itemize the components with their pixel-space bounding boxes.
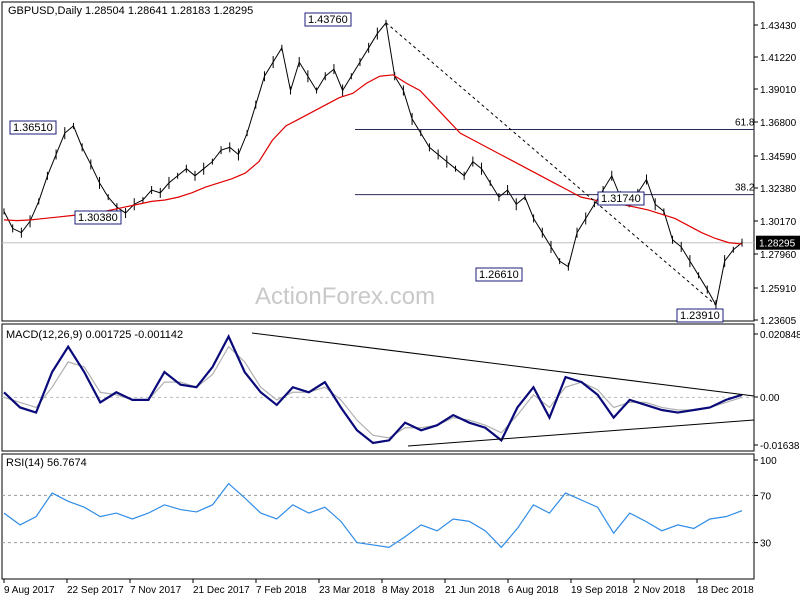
x-tick-label: 18 Dec 2018 — [697, 585, 754, 596]
annotation-label-3: 1.26610 — [479, 269, 519, 281]
macd-panel-title: MACD(12,26,9) 0.001725 -0.001142 — [6, 329, 183, 341]
annotation-box-0 — [304, 12, 352, 27]
x-tick-label: 9 Aug 2017 — [4, 585, 55, 596]
price-panel: GBPUSD,Daily 1.28504 1.28641 1.28183 1.2… — [1, 1, 800, 327]
x-tick-label: 21 Dec 2017 — [193, 585, 250, 596]
annotation-label-5: 1.23910 — [680, 310, 720, 322]
x-tick-label: 23 Mar 2018 — [319, 585, 376, 596]
macd-tick-label: -0.016389 — [760, 441, 800, 452]
rsi-tick-label: 100 — [760, 456, 777, 467]
rsi-panel-title: RSI(14) 56.7674 — [6, 457, 87, 469]
x-tick-label: 21 Jun 2018 — [445, 585, 500, 596]
macd-lower-trendline — [407, 419, 755, 447]
rsi-y-axis: 100 70 30 — [754, 456, 777, 550]
annotation-label-1: 1.36510 — [13, 122, 53, 134]
macd-series — [2, 332, 755, 447]
x-tick-label: 6 Aug 2018 — [508, 585, 559, 596]
macd-y-axis: 0.020848 0.00 -0.016389 — [754, 330, 800, 452]
price-tick-label: 1.23605 — [760, 316, 797, 327]
x-tick-label: 7 Feb 2018 — [256, 585, 307, 596]
x-tick-label: 8 May 2018 — [382, 585, 435, 596]
fib-label-0: 61.8 — [735, 117, 755, 128]
annotation-label-4: 1.31740 — [601, 193, 641, 205]
macd-tick-label: 0.00 — [760, 393, 780, 404]
fib-label-1: 38.2 — [735, 183, 755, 194]
macd-panel-frame — [1, 323, 755, 452]
current-price-label: 1.28295 — [759, 239, 796, 250]
price-panel-title: GBPUSD,Daily 1.28504 1.28641 1.28183 1.2… — [8, 5, 253, 17]
annotation-box-2 — [74, 210, 122, 225]
macd-panel: MACD(12,26,9) 0.001725 -0.001142 0.02084… — [1, 323, 800, 452]
price-y-axis: 1.43430 1.41220 1.39010 1.36800 1.34590 1.323… — [754, 21, 800, 327]
macd-upper-trendline — [251, 332, 755, 397]
annotation-box-1 — [9, 120, 57, 135]
price-tick-label: 1.30170 — [760, 217, 797, 228]
x-tick-label: 2 Nov 2018 — [634, 585, 686, 596]
price-panel-frame — [1, 1, 755, 322]
price-tick-label: 1.36800 — [760, 118, 797, 129]
price-tick-label: 1.43430 — [760, 21, 797, 32]
x-tick-label: 19 Sep 2018 — [571, 585, 628, 596]
annotation-box-4 — [597, 191, 645, 206]
price-tick-label: 1.25910 — [760, 284, 797, 295]
trend-dashed-line — [385, 22, 717, 306]
price-tick-label: 1.32380 — [760, 184, 797, 195]
price-annotations: 1.43760 1.36510 1.30380 1.26610 1.31740 1.239… — [9, 12, 724, 323]
rsi-tick-label: 70 — [760, 491, 772, 502]
macd-tick-label: 0.020848 — [760, 330, 800, 341]
rsi-tick-label: 30 — [760, 539, 772, 550]
annotation-label-2: 1.30380 — [78, 212, 118, 224]
price-tick-label: 1.39010 — [760, 85, 797, 96]
price-tick-label: 1.27960 — [760, 250, 797, 261]
macd-line — [3, 334, 743, 445]
annotation-box-3 — [475, 267, 523, 282]
x-tick-label: 7 Nov 2017 — [130, 585, 182, 596]
fibonacci-levels: 61.8 38.2 — [2, 117, 755, 244]
watermark: ActionForex.com — [255, 283, 435, 310]
annotation-box-5 — [676, 308, 724, 323]
rsi-series — [2, 482, 754, 549]
rsi-line — [3, 482, 743, 549]
time-x-axis: 9 Aug 2017 22 Sep 2017 7 Nov 2017 21 Dec 20… — [3, 579, 754, 596]
annotation-label-0: 1.43760 — [308, 14, 348, 26]
price-tick-label: 1.41220 — [760, 53, 797, 64]
x-tick-label: 22 Sep 2017 — [67, 585, 124, 596]
rsi-panel-frame — [1, 453, 755, 580]
rsi-panel: RSI(14) 56.7674 100 70 30 — [1, 453, 777, 580]
current-price-badge — [756, 235, 800, 250]
price-tick-label: 1.34590 — [760, 152, 797, 163]
